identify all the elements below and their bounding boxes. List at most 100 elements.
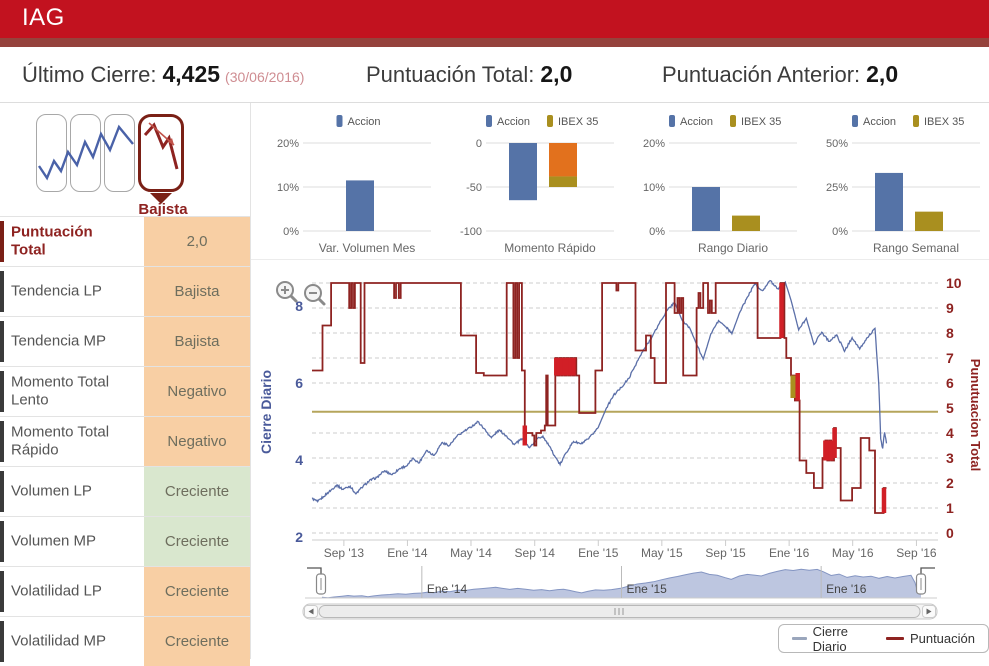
chart-navigator[interactable]: Ene '14 Ene '15 Ene '16 xyxy=(255,562,989,624)
indicator-value: Bajista xyxy=(144,317,250,366)
svg-text:6: 6 xyxy=(946,375,954,391)
indicator-accent-bar xyxy=(0,421,4,462)
svg-text:6: 6 xyxy=(295,375,303,391)
nav-handle-right[interactable] xyxy=(915,573,927,595)
puntuacion-total-label: Puntuación Total: xyxy=(366,62,535,87)
legend-label: Puntuación xyxy=(909,631,975,646)
svg-text:8: 8 xyxy=(946,325,954,341)
trend-icon-3[interactable] xyxy=(104,114,135,192)
indicator-label: Volumen LP xyxy=(11,482,92,500)
indicator-row-tendencia-lp: Tendencia LPiBajista xyxy=(0,266,250,316)
separator-charts xyxy=(251,259,989,260)
legend-item-cierre-diario[interactable]: Cierre Diario xyxy=(792,624,872,654)
bajista-pointer-icon xyxy=(150,193,172,204)
indicator-value: Negativo xyxy=(144,417,250,466)
trend-icon-2[interactable] xyxy=(70,114,101,192)
svg-text:Ene '15: Ene '15 xyxy=(578,546,619,560)
indicator-value: Creciente xyxy=(144,567,250,616)
ultimo-cierre: Último Cierre: 4,425 (30/06/2016) xyxy=(22,61,304,88)
indicator-value: Creciente xyxy=(144,517,250,566)
svg-text:3: 3 xyxy=(946,450,954,466)
svg-text:10: 10 xyxy=(946,275,962,291)
trend-icon-1[interactable] xyxy=(36,114,67,192)
puntuacion-anterior: Puntuación Anterior: 2,0 xyxy=(662,61,898,88)
indicator-accent-bar xyxy=(0,321,4,362)
svg-text:-100: -100 xyxy=(460,226,482,238)
separator-top xyxy=(0,102,989,103)
svg-text:IBEX 35: IBEX 35 xyxy=(741,116,781,128)
legend-line-swatch xyxy=(885,637,904,640)
zoom-in-icon[interactable] xyxy=(276,281,298,303)
bajista-label: Bajista xyxy=(138,201,188,218)
puntuacion-total: Puntuación Total: 2,0 xyxy=(366,61,572,88)
indicator-value: Creciente xyxy=(144,617,250,666)
main-chart[interactable]: Sep '13 Ene '14 May '14 Sep '14 Ene '15 May '… xyxy=(255,260,989,562)
svg-text:2: 2 xyxy=(946,475,954,491)
puntuacion-total-value: 2,0 xyxy=(540,61,573,87)
ultimo-cierre-date: (30/06/2016) xyxy=(225,69,305,85)
indicator-accent-bar xyxy=(0,571,4,612)
svg-text:Sep '15: Sep '15 xyxy=(705,546,746,560)
svg-text:May '14: May '14 xyxy=(450,546,492,560)
svg-text:-50: -50 xyxy=(466,182,482,194)
indicator-label: Volatilidad LP xyxy=(11,582,102,600)
svg-text:10%: 10% xyxy=(643,182,665,194)
svg-text:10%: 10% xyxy=(277,182,299,194)
svg-text:Ene '15: Ene '15 xyxy=(626,582,667,596)
mini-chart-rango-diario: Accion IBEX 35 0% 10% 20% Rango Diario xyxy=(621,106,804,258)
svg-text:Rango Semanal: Rango Semanal xyxy=(873,241,959,255)
svg-text:Sep '14: Sep '14 xyxy=(515,546,556,560)
svg-text:Momento Rápido: Momento Rápido xyxy=(504,241,596,255)
indicator-value: Negativo xyxy=(144,367,250,416)
puntuacion-anterior-label: Puntuación Anterior: xyxy=(662,62,861,87)
indicator-label: Volumen MP xyxy=(11,532,97,550)
indicator-row-momento-total-lento: Momento Total LentoiNegativo xyxy=(0,366,250,416)
trend-icon-bajista-selected[interactable] xyxy=(138,114,184,192)
legend-label: Cierre Diario xyxy=(812,623,849,654)
header-bar: IAG xyxy=(0,0,989,38)
indicator-value: Bajista xyxy=(144,267,250,316)
zoom-out-icon[interactable] xyxy=(304,284,326,306)
header-strip xyxy=(0,38,989,47)
chart-legend: Cierre Diario Puntuación xyxy=(778,624,989,654)
svg-text:Var. Volumen Mes: Var. Volumen Mes xyxy=(319,241,416,255)
scrollbar-right-arrow[interactable] xyxy=(922,605,936,618)
indicator-row-volatilidad-mp: Volatilidad MPiCreciente xyxy=(0,616,250,666)
svg-text:Sep '16: Sep '16 xyxy=(896,546,937,560)
indicator-accent-bar xyxy=(0,521,4,562)
score-series-line xyxy=(312,282,887,514)
scrollbar-left-arrow[interactable] xyxy=(304,605,318,618)
indicator-accent-bar xyxy=(0,371,4,412)
indicator-accent-bar xyxy=(0,221,4,262)
svg-text:2: 2 xyxy=(295,529,303,545)
summary-bar: Último Cierre: 4,425 (30/06/2016) Puntuaci… xyxy=(0,57,989,97)
svg-text:Sep '13: Sep '13 xyxy=(324,546,365,560)
indicator-row-volumen-mp: Volumen MPiCreciente xyxy=(0,516,250,566)
svg-text:4: 4 xyxy=(295,452,303,468)
svg-text:Ene '14: Ene '14 xyxy=(387,546,428,560)
legend-item-puntuaci-n[interactable]: Puntuación xyxy=(885,631,975,646)
mini-charts-row: Accion 0% 10% 20% Var. Volumen Mes Accion IBEX… xyxy=(255,106,989,259)
svg-text:Ene '16: Ene '16 xyxy=(769,546,810,560)
indicator-row-momento-total-r-pido: Momento Total RápidoiNegativo xyxy=(0,416,250,466)
svg-text:Accion: Accion xyxy=(863,116,896,128)
mini-chart-momento-r-pido: Accion IBEX 35 0 -50 -100 Momento Rápido xyxy=(438,106,621,258)
svg-text:May '15: May '15 xyxy=(641,546,683,560)
svg-text:Punutuacion Total: Punutuacion Total xyxy=(968,359,983,471)
page-title: IAG xyxy=(22,4,65,31)
separator-sidebar xyxy=(250,103,251,659)
svg-text:0%: 0% xyxy=(649,226,665,238)
mini-chart-var-volumen-mes: Accion 0% 10% 20% Var. Volumen Mes xyxy=(255,106,438,258)
svg-text:Accion: Accion xyxy=(348,116,381,128)
indicator-accent-bar xyxy=(0,471,4,512)
indicator-label: Tendencia LP xyxy=(11,282,102,300)
indicator-row-volatilidad-lp: Volatilidad LPiCreciente xyxy=(0,566,250,616)
ultimo-cierre-label: Último Cierre: xyxy=(22,62,157,87)
svg-text:Rango Diario: Rango Diario xyxy=(698,241,768,255)
svg-text:IBEX 35: IBEX 35 xyxy=(558,116,598,128)
svg-text:May '16: May '16 xyxy=(832,546,874,560)
nav-handle-left[interactable] xyxy=(315,573,327,595)
indicator-label: Momento Total Rápido xyxy=(11,422,110,459)
ultimo-cierre-value: 4,425 xyxy=(162,61,221,87)
